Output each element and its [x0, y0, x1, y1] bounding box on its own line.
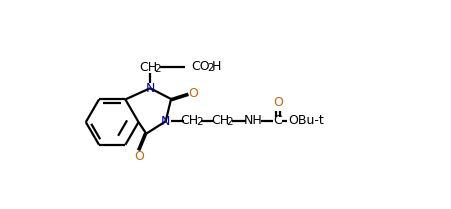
Text: CO: CO — [191, 60, 210, 73]
Text: O: O — [273, 96, 283, 109]
Text: O: O — [134, 150, 144, 163]
Text: O: O — [189, 87, 198, 100]
Text: N: N — [146, 82, 155, 95]
Text: OBu-t: OBu-t — [288, 114, 324, 127]
Text: CH: CH — [139, 61, 157, 74]
Text: CH: CH — [180, 114, 199, 127]
Text: NH: NH — [244, 114, 262, 127]
Text: C: C — [274, 114, 282, 127]
Text: N: N — [161, 115, 170, 128]
Text: H: H — [212, 60, 221, 73]
Text: 2: 2 — [155, 64, 161, 74]
Text: 2: 2 — [197, 117, 203, 127]
Text: CH: CH — [211, 114, 229, 127]
Text: 2: 2 — [207, 63, 214, 73]
Text: 2: 2 — [227, 117, 233, 127]
